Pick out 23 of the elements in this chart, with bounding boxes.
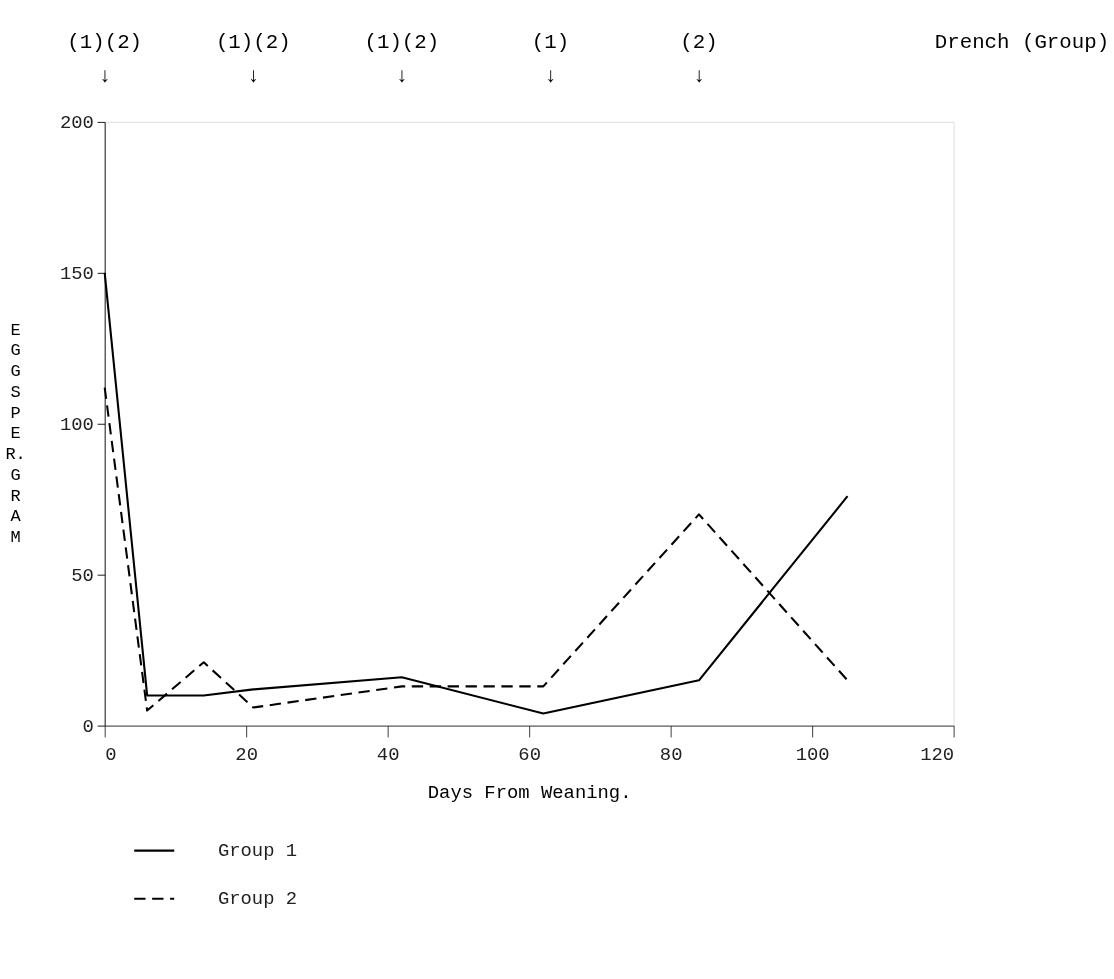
x-tick-label: 80 bbox=[659, 744, 683, 767]
text: (1)(2) ↓ bbox=[364, 31, 440, 89]
text: (1)(2) ↓ bbox=[67, 31, 143, 89]
text: (1) ↓ bbox=[531, 31, 570, 89]
line-series bbox=[103, 271, 849, 715]
x-tick-label: 120 bbox=[920, 744, 955, 767]
text: EGGS PER. GRAM bbox=[5, 320, 26, 548]
x-tick-label: 60 bbox=[518, 744, 541, 767]
x-tick-label: 20 bbox=[235, 744, 258, 767]
text: (2) ↓ bbox=[680, 31, 718, 89]
legend-label: Group 2 bbox=[217, 888, 298, 911]
y-tick-label: 50 bbox=[71, 564, 94, 587]
text: (1)(2) ↓ bbox=[215, 31, 291, 89]
x-tick-label: 100 bbox=[795, 744, 830, 767]
legend-label: Group 1 bbox=[217, 840, 298, 863]
y-tick-label: 150 bbox=[59, 262, 94, 285]
y-tick-label: 100 bbox=[59, 413, 94, 436]
x-tick-label: 40 bbox=[376, 744, 400, 767]
x-axis-title: Days From Weaning. bbox=[427, 781, 632, 804]
y-tick-label: 0 bbox=[82, 715, 94, 738]
y-tick-label: 200 bbox=[59, 112, 94, 135]
x-tick-label: 0 bbox=[105, 744, 117, 767]
text: Drench (Group) bbox=[934, 31, 1110, 55]
